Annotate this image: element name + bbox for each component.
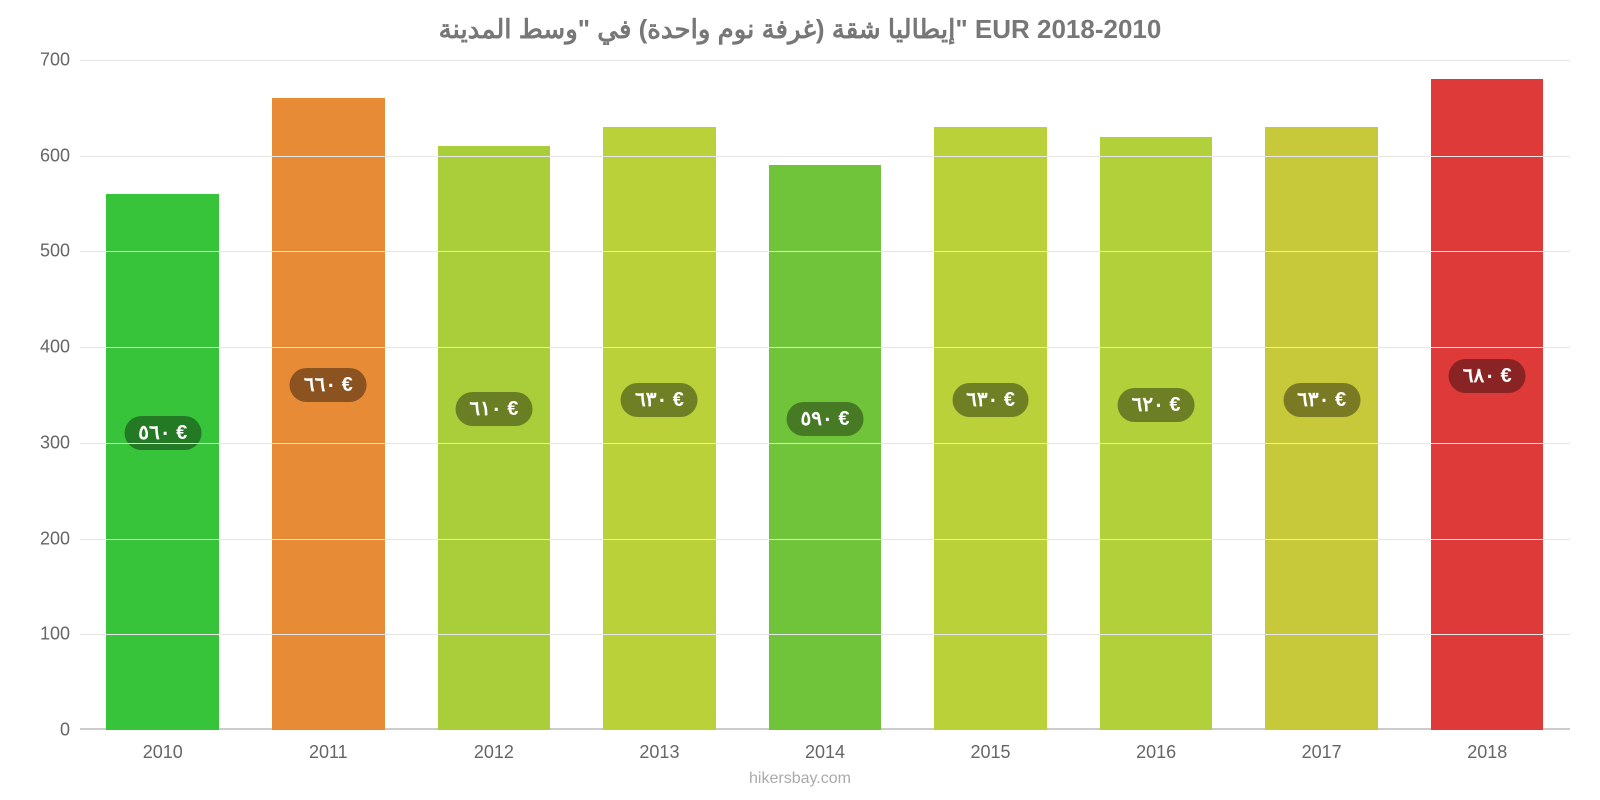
gridline <box>80 539 1570 540</box>
plot-area: ٥٦٠ €2010٦٦٠ €2011٦١٠ €2012٦٣٠ €2013٥٩٠ … <box>80 60 1570 730</box>
bar <box>1100 137 1213 730</box>
bar-slot: ٦١٠ €2012 <box>411 60 577 730</box>
y-tick-label: 700 <box>30 50 70 71</box>
bar <box>769 165 882 730</box>
x-tick-label: 2017 <box>1239 742 1405 763</box>
y-tick-label: 300 <box>30 432 70 453</box>
value-badge: ٦٣٠ € <box>1283 383 1360 417</box>
gridline <box>80 60 1570 61</box>
x-tick-label: 2011 <box>246 742 412 763</box>
gridline <box>80 156 1570 157</box>
bar <box>106 194 219 730</box>
gridline <box>80 443 1570 444</box>
value-badge: ٦٢٠ € <box>1118 388 1195 422</box>
gridline <box>80 634 1570 635</box>
bar-slot: ٦٣٠ €2015 <box>908 60 1074 730</box>
value-badge: ٦٦٠ € <box>290 368 367 402</box>
x-tick-label: 2016 <box>1073 742 1239 763</box>
bar-slot: ٦٨٠ €2018 <box>1404 60 1570 730</box>
y-tick-label: 100 <box>30 624 70 645</box>
bar-slot: ٦٣٠ €2017 <box>1239 60 1405 730</box>
value-badge: ٥٩٠ € <box>787 402 864 436</box>
bar <box>934 127 1047 730</box>
x-tick-label: 2014 <box>742 742 908 763</box>
value-badge: ٦٨٠ € <box>1449 359 1526 393</box>
bar <box>603 127 716 730</box>
y-tick-label: 0 <box>30 720 70 741</box>
x-tick-label: 2015 <box>908 742 1074 763</box>
value-badge: ٦١٠ € <box>455 392 532 426</box>
value-badge: ٦٣٠ € <box>952 383 1029 417</box>
bar <box>438 146 551 730</box>
y-tick-label: 400 <box>30 337 70 358</box>
chart-title: إيطاليا شقة (غرفة نوم واحدة) في "وسط الم… <box>0 14 1600 45</box>
gridline <box>80 347 1570 348</box>
bar <box>1431 79 1544 730</box>
bars-layer: ٥٦٠ €2010٦٦٠ €2011٦١٠ €2012٦٣٠ €2013٥٩٠ … <box>80 60 1570 730</box>
value-badge: ٥٦٠ € <box>124 416 201 450</box>
x-tick-label: 2012 <box>411 742 577 763</box>
y-tick-label: 600 <box>30 145 70 166</box>
bar-slot: ٦٦٠ €2011 <box>246 60 412 730</box>
x-tick-label: 2010 <box>80 742 246 763</box>
x-tick-label: 2018 <box>1404 742 1570 763</box>
source-caption: hikersbay.com <box>0 770 1600 788</box>
bar-slot: ٥٦٠ €2010 <box>80 60 246 730</box>
value-badge: ٦٣٠ € <box>621 383 698 417</box>
y-tick-label: 500 <box>30 241 70 262</box>
bar <box>1265 127 1378 730</box>
bar-slot: ٦٣٠ €2013 <box>577 60 743 730</box>
x-tick-label: 2013 <box>577 742 743 763</box>
chart-container: إيطاليا شقة (غرفة نوم واحدة) في "وسط الم… <box>0 0 1600 800</box>
y-tick-label: 200 <box>30 528 70 549</box>
bar-slot: ٥٩٠ €2014 <box>742 60 908 730</box>
gridline <box>80 251 1570 252</box>
bar-slot: ٦٢٠ €2016 <box>1073 60 1239 730</box>
